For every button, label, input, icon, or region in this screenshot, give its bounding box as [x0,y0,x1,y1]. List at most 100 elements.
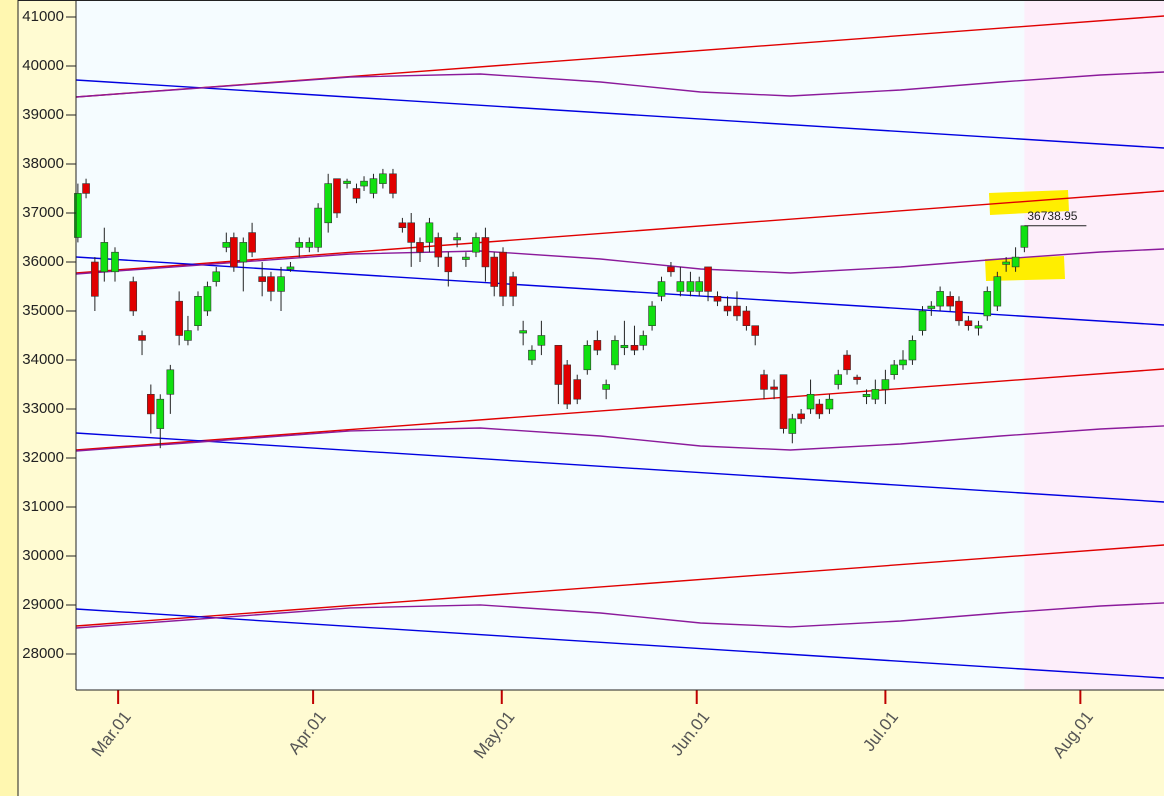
candle-body [964,320,973,326]
candle-body [343,180,351,184]
y-tick-label: 39000 [22,106,64,123]
candle-body [554,344,563,385]
candle-body [194,295,202,326]
candle-body [770,386,778,390]
trend-line [76,79,1164,149]
candle-body [797,413,805,420]
candle-body [573,379,582,400]
candle-body [974,325,983,329]
y-tick-label: 30000 [22,547,64,564]
candle-body [528,349,536,361]
trend-line [76,256,1164,326]
candle-body [723,305,732,312]
candle-body [203,286,212,312]
candle-body [695,281,704,292]
candle-body [416,242,424,253]
annotation: 36738.95 [1024,209,1087,227]
candle-body [490,256,499,287]
candle-body [657,281,666,297]
candle-body [537,335,546,346]
y-tick-label: 37000 [22,204,64,221]
candle-body [1011,256,1020,268]
y-tick-label: 29000 [22,596,64,613]
candle-body [212,271,221,282]
candle-body [593,340,602,351]
candle-body [398,222,407,228]
y-tick-label: 36000 [22,253,64,270]
candle-body [620,344,629,349]
shaded-region [1024,0,1164,690]
candle-body [462,256,470,260]
shade-layer [1024,0,1164,690]
candle-body [129,281,138,312]
candle-body [1020,225,1029,248]
trend-line [76,248,1164,275]
candle-body [286,266,295,270]
candle-body [936,291,944,307]
candle-body [806,393,815,410]
candle-body [908,340,917,361]
candle-body [230,237,238,268]
trend-line [76,432,1164,503]
y-tick-label: 40000 [22,57,64,74]
candle-body [407,222,416,243]
candle-body [630,344,639,351]
candle-body [760,374,768,390]
candle-body [333,178,341,214]
trend-line [76,71,1164,98]
candle-body [899,359,907,366]
candle-body [788,418,797,434]
candle-body [184,330,192,341]
trend-line [76,368,1164,451]
candle-body [853,376,861,380]
y-tick-label: 28000 [22,645,64,662]
candle-body [305,242,314,248]
candle-body [222,242,231,248]
y-tick-label: 35000 [22,302,64,319]
candle-body [111,251,119,273]
candle-body [499,251,507,297]
trend-line [76,544,1164,627]
candle-body [843,354,851,371]
side-panel [0,0,18,796]
candle-body [815,403,824,415]
candle-body [379,173,387,184]
candle-body [751,325,760,336]
y-tick-label: 38000 [22,155,64,172]
annotation-label: 36738.95 [1027,209,1077,223]
candle-body [834,374,843,385]
candle-body [389,173,397,194]
candle-body [434,237,443,258]
candle-body [611,340,619,366]
candle-body [360,180,368,187]
candle-body [324,183,332,224]
candle-body [881,379,890,390]
candle-body [138,335,146,341]
candle-body [82,183,90,194]
candle-body [927,305,936,309]
candle-body [779,374,788,429]
trend-line [76,190,1164,274]
candle-body [175,300,183,336]
candle-body [277,276,285,292]
candle-body [352,188,361,199]
candle-body [583,344,592,371]
y-tick-label: 33000 [22,400,64,417]
candle-body [425,222,434,243]
candle-body [602,384,610,390]
candle-body [955,300,963,322]
trend-line [76,602,1164,629]
candle-body [993,276,1002,307]
candle-body [704,266,712,292]
candle-body [100,242,109,273]
plot-area [76,0,1164,690]
candles [74,168,1029,449]
y-tick-label: 31000 [22,498,64,515]
candle-body [369,178,378,194]
candle-body [733,305,741,317]
candle-body [258,276,266,282]
trend-line [76,608,1164,679]
candle-body [825,398,834,410]
candle-body [239,242,248,263]
candle-body [890,364,899,375]
